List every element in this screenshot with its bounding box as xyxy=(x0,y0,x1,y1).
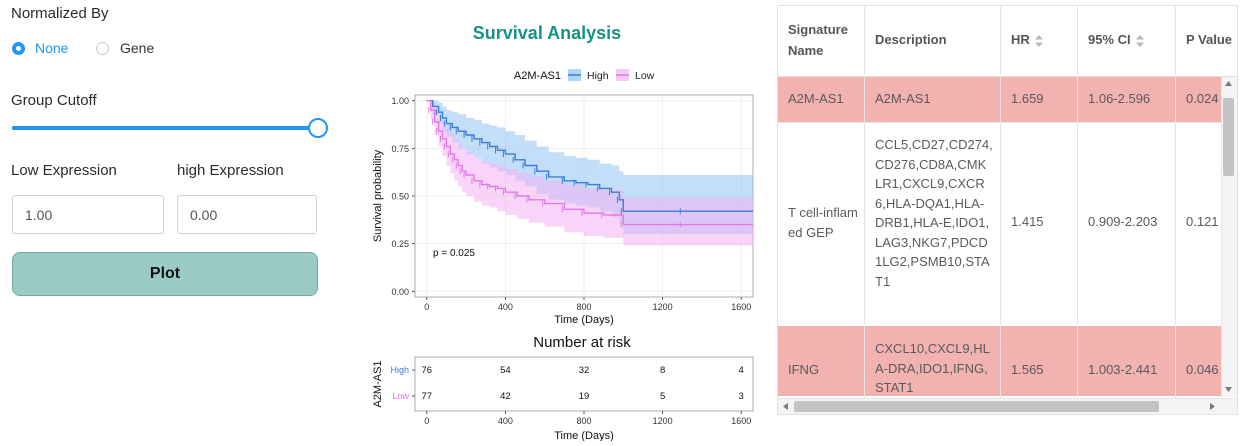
col-ci[interactable]: 95% CI xyxy=(1088,32,1144,47)
cell-ci: 1.06-2.596 xyxy=(1088,91,1151,106)
risk-x-tick-label: 800 xyxy=(576,416,591,426)
col-hr[interactable]: HR xyxy=(1011,32,1043,47)
risk-x-tick-label: 0 xyxy=(424,416,429,426)
scroll-left-arrow-icon[interactable] xyxy=(782,402,790,411)
normalized-by-label: Normalized By xyxy=(11,5,109,22)
low-expression-input[interactable]: 1.00 xyxy=(12,195,164,234)
scroll-right-arrow-icon[interactable] xyxy=(1208,402,1216,411)
x-tick-label: 1200 xyxy=(653,302,673,312)
column-divider xyxy=(1000,6,1001,398)
radio-none-label: None xyxy=(35,40,69,56)
cell-p: 0.121 xyxy=(1186,214,1219,229)
y-tick-label: 0.50 xyxy=(391,192,409,202)
column-divider xyxy=(1175,6,1176,398)
risk-row-label-high: High xyxy=(390,365,409,375)
column-divider xyxy=(864,6,865,398)
y-tick-label: 0.00 xyxy=(391,287,409,297)
risk-value: 76 xyxy=(422,365,433,376)
risk-value: 5 xyxy=(660,391,665,402)
risk-table-title: Number at risk xyxy=(533,334,631,351)
cell-name: IFNG xyxy=(788,362,820,377)
cell-description: CXCL10,CXCL9,HLA-DRA,IDO1,IFNG,STAT1 xyxy=(875,341,990,395)
risk-x-tick-label: 1600 xyxy=(731,416,751,426)
legend-label-low: Low xyxy=(635,70,655,82)
risk-table-panel xyxy=(414,356,754,412)
risk-value: 19 xyxy=(579,391,590,402)
cell-description: CCL5,CD27,CD274,CD276,CD8A,CMKLR1,CXCL9,… xyxy=(875,137,993,289)
cell-hr: 1.659 xyxy=(1011,91,1044,106)
risk-y-axis-label: A2M-AS1 xyxy=(372,360,384,407)
radio-gene-label: Gene xyxy=(120,40,155,56)
group-cutoff-slider-track[interactable] xyxy=(12,126,318,130)
cell-ci: 1.003-2.441 xyxy=(1088,362,1158,377)
col-description[interactable]: Description xyxy=(875,32,947,47)
risk-value: 77 xyxy=(422,391,433,402)
x-tick-label: 0 xyxy=(424,302,429,312)
cell-p: 0.046 xyxy=(1186,362,1219,377)
table-row[interactable] xyxy=(778,77,1221,122)
survival-chart-area: Survival Analysis A2M-AS1 High Low 0.00 0.25 0… xyxy=(360,0,770,442)
risk-row-label-low: Low xyxy=(392,391,409,401)
cell-p: 0.024 xyxy=(1186,91,1219,106)
vertical-scroll-thumb[interactable] xyxy=(1223,98,1234,176)
col-signature-name[interactable]: Signature Name xyxy=(788,22,848,58)
cell-ci: 0.909-2.203 xyxy=(1088,214,1158,229)
table-row[interactable] xyxy=(778,326,1221,396)
high-expression-input[interactable]: 0.00 xyxy=(177,195,317,234)
group-cutoff-slider-handle[interactable] xyxy=(308,118,328,138)
y-tick-label: 0.75 xyxy=(391,144,409,154)
y-tick-label: 1.00 xyxy=(391,96,409,106)
risk-value: 8 xyxy=(660,365,665,376)
legend-label-high: High xyxy=(587,70,609,82)
plot-button[interactable]: Plot xyxy=(12,252,318,296)
survival-chart-svg: Survival Analysis A2M-AS1 High Low 0.00 0.25 0… xyxy=(372,23,754,442)
scroll-up-arrow-icon[interactable] xyxy=(1224,80,1233,88)
cell-name: A2M-AS1 xyxy=(788,91,844,106)
risk-x-axis-label: Time (Days) xyxy=(554,430,613,441)
column-divider xyxy=(1077,6,1078,398)
p-value-annotation: p = 0.025 xyxy=(433,248,475,259)
y-tick-label: 0.25 xyxy=(391,239,409,249)
x-tick-label: 1600 xyxy=(731,302,751,312)
risk-value: 54 xyxy=(500,365,511,376)
table-row[interactable] xyxy=(778,122,1221,327)
x-axis-label: Time (Days) xyxy=(554,314,613,326)
scroll-down-arrow-icon[interactable] xyxy=(1224,385,1233,393)
risk-value: 3 xyxy=(739,391,744,402)
cell-hr: 1.415 xyxy=(1011,214,1044,229)
y-axis-label: Survival probability xyxy=(372,149,384,242)
sort-icon[interactable] xyxy=(1135,34,1144,47)
survival-curve-low xyxy=(426,100,753,226)
risk-x-tick-label: 400 xyxy=(498,416,513,426)
risk-value: 4 xyxy=(739,365,744,376)
confidence-band-low xyxy=(426,100,753,246)
col-p-value[interactable]: P Value xyxy=(1186,32,1233,47)
radio-gene-indicator[interactable] xyxy=(96,41,109,55)
radio-gene[interactable]: Gene xyxy=(96,40,154,56)
risk-x-tick-label: 1200 xyxy=(653,416,673,426)
x-tick-label: 800 xyxy=(576,302,591,312)
risk-value: 42 xyxy=(500,391,511,402)
group-cutoff-label: Group Cutoff xyxy=(11,92,97,109)
radio-none[interactable]: None xyxy=(12,40,68,56)
radio-none-indicator[interactable] xyxy=(12,41,25,55)
horizontal-scroll-thumb[interactable] xyxy=(794,401,1159,412)
cell-name: T cell-inflamed GEP xyxy=(788,205,858,240)
sort-icon[interactable] xyxy=(1034,34,1043,47)
high-expression-label: high Expression xyxy=(177,162,284,179)
risk-value: 32 xyxy=(579,365,590,376)
survival-curve-high xyxy=(426,100,753,212)
chart-title: Survival Analysis xyxy=(473,23,621,43)
legend-title: A2M-AS1 xyxy=(514,70,561,82)
x-tick-label: 400 xyxy=(498,302,513,312)
low-expression-label: Low Expression xyxy=(11,162,117,179)
cell-description: A2M-AS1 xyxy=(875,91,931,106)
results-table: Signature Name Description HR 95% CI P V… xyxy=(777,5,1238,415)
cell-hr: 1.565 xyxy=(1011,362,1044,377)
table-header xyxy=(778,6,1237,77)
